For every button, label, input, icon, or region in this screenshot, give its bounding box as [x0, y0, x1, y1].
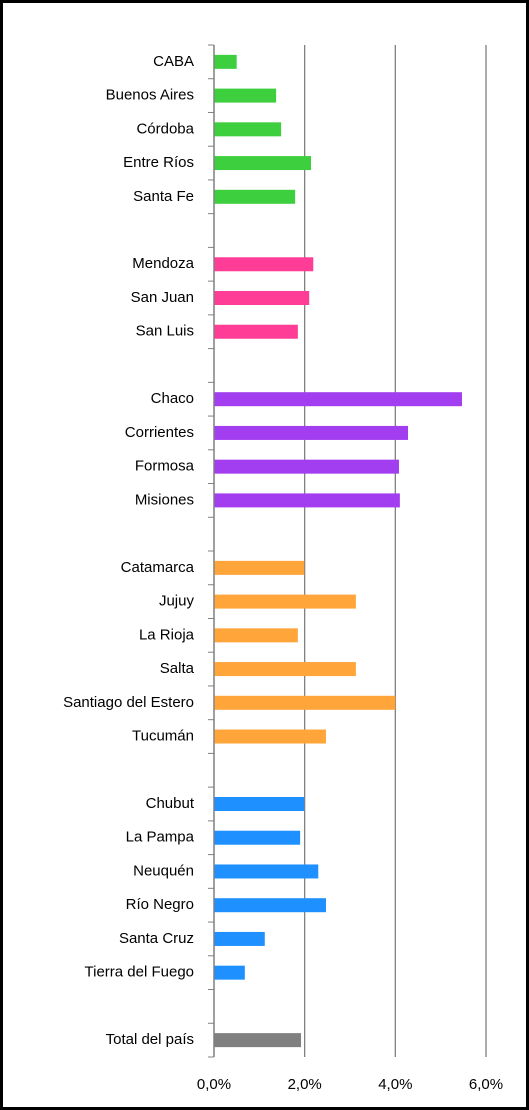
bar	[214, 392, 462, 407]
bar	[214, 257, 314, 272]
y-tick-label: CABA	[153, 53, 194, 70]
bar	[214, 729, 326, 744]
y-tick-label: Jujuy	[159, 593, 195, 610]
y-tick-label: Entre Ríos	[123, 154, 194, 171]
x-tick-label: 4,0%	[378, 1076, 412, 1093]
bar	[214, 425, 409, 440]
y-tick-label: Santa Cruz	[119, 930, 194, 947]
y-tick-label: Formosa	[135, 458, 195, 475]
y-tick-label: Chaco	[151, 390, 194, 407]
y-tick-label: Chubut	[146, 795, 195, 812]
y-tick-label: Catamarca	[121, 559, 195, 576]
bar	[214, 291, 310, 305]
bar	[214, 560, 305, 575]
y-tick-label: San Luis	[136, 323, 194, 340]
bar	[214, 864, 319, 879]
bar	[214, 830, 301, 845]
bar	[214, 1033, 302, 1048]
y-tick-label: Salta	[160, 660, 195, 677]
y-tick-label: Santiago del Estero	[63, 694, 194, 711]
bar	[214, 54, 237, 69]
y-tick-label: La Pampa	[126, 829, 195, 846]
y-tick-label: Río Negro	[126, 896, 194, 913]
y-tick-label: Total del país	[106, 1031, 194, 1048]
bar	[214, 628, 298, 643]
y-tick-label: Misiones	[135, 491, 194, 508]
bar	[214, 459, 399, 474]
bar	[214, 965, 245, 980]
y-tick-label: Santa Fe	[133, 188, 194, 205]
bar	[214, 594, 356, 609]
y-tick-label: La Rioja	[139, 626, 195, 643]
y-tick-label: San Juan	[131, 289, 194, 306]
bar	[214, 156, 312, 171]
x-tick-label: 6,0%	[469, 1076, 503, 1093]
y-tick-label: Buenos Aires	[106, 87, 194, 104]
y-tick-label: Córdoba	[136, 120, 194, 137]
bar	[214, 797, 305, 811]
bar	[214, 189, 296, 204]
x-tick-label: 2,0%	[288, 1076, 322, 1093]
bar	[214, 122, 282, 137]
y-tick-label: Mendoza	[132, 255, 194, 272]
y-tick-label: Tierra del Fuego	[85, 964, 195, 981]
bar	[214, 695, 396, 710]
bar	[214, 931, 265, 946]
bar	[214, 662, 356, 677]
y-tick-label: Tucumán	[132, 728, 194, 745]
x-tick-label: 0,0%	[197, 1076, 231, 1093]
bar	[214, 88, 277, 103]
bar	[214, 898, 326, 913]
bar	[214, 324, 298, 339]
y-tick-label: Neuquén	[133, 862, 194, 879]
bar	[214, 493, 400, 508]
y-tick-label: Corrientes	[125, 424, 194, 441]
